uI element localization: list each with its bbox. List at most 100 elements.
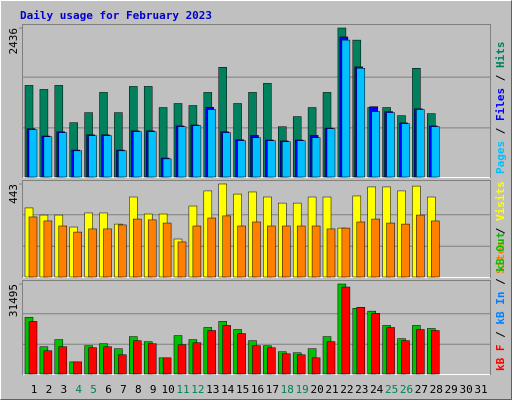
bar — [252, 345, 261, 375]
legend-entry: Visits — [494, 181, 507, 221]
legend-entry: kB Out — [494, 232, 507, 272]
bar — [43, 220, 53, 278]
bar — [282, 225, 291, 278]
legend-separator: / — [494, 221, 507, 241]
bar — [371, 111, 380, 178]
x-tick-label: 30 — [459, 383, 472, 396]
y-tick-label: 443 — [7, 184, 20, 204]
bar — [296, 354, 306, 375]
bar — [147, 131, 157, 178]
x-tick-label: 16 — [251, 383, 264, 396]
bar — [133, 218, 142, 278]
bar — [341, 286, 351, 375]
bar — [356, 67, 366, 178]
x-tick-label: 26 — [400, 383, 413, 396]
bar — [341, 227, 351, 278]
bar — [416, 214, 425, 278]
x-tick-label: 29 — [445, 383, 458, 396]
bar — [192, 125, 202, 178]
bar — [43, 136, 53, 178]
bar — [207, 217, 217, 278]
x-tick-label: 22 — [340, 383, 353, 396]
bar — [401, 123, 410, 178]
x-tick-label: 11 — [176, 383, 189, 396]
bar — [192, 342, 202, 375]
x-tick-label: 23 — [355, 383, 368, 396]
bar — [401, 340, 410, 375]
bar — [28, 216, 38, 278]
x-tick-label: 15 — [236, 383, 249, 396]
bar — [296, 225, 306, 278]
x-tick-label: 8 — [135, 383, 142, 396]
bar — [222, 132, 231, 178]
bar — [207, 109, 217, 178]
x-tick-label: 24 — [370, 383, 384, 396]
bar — [118, 150, 127, 178]
x-tick-label: 18 — [281, 383, 294, 396]
bar — [162, 222, 172, 278]
bar — [222, 215, 231, 278]
x-tick-label: 19 — [296, 383, 309, 396]
legend-separator: / — [494, 121, 507, 141]
bar — [326, 128, 336, 178]
x-tick-label: 25 — [385, 383, 398, 396]
bar — [401, 223, 410, 278]
bar — [386, 112, 395, 178]
legend: Pages / Files / Hits — [494, 42, 507, 175]
x-tick-label: 28 — [430, 383, 443, 396]
bar — [326, 228, 336, 278]
bar — [371, 313, 380, 375]
bar — [88, 347, 97, 375]
bar — [162, 158, 172, 178]
bar — [296, 140, 306, 178]
bar — [431, 126, 440, 178]
bar — [311, 357, 321, 375]
bar — [326, 341, 336, 375]
bar — [282, 141, 291, 178]
y-tick-label: 2436 — [7, 28, 20, 55]
x-tick-label: 27 — [415, 383, 428, 396]
legend-entry: Sites — [494, 241, 507, 274]
bar — [133, 340, 142, 375]
x-tick-label: 1 — [31, 383, 38, 396]
x-tick-label: 14 — [221, 383, 235, 396]
legend-separator: / — [494, 325, 507, 345]
bar — [147, 343, 157, 375]
bar — [386, 327, 395, 375]
bar — [177, 241, 187, 278]
x-tick-label: 13 — [206, 383, 219, 396]
bar — [118, 224, 127, 278]
x-tick-label: 7 — [120, 383, 127, 396]
bar — [386, 222, 395, 278]
x-tick-label: 2 — [46, 383, 53, 396]
legend: kB F / kB In / kB Out — [494, 232, 507, 371]
bar — [341, 39, 351, 178]
x-tick-label: 4 — [75, 383, 82, 396]
bar — [118, 354, 127, 375]
bar — [103, 135, 112, 178]
bar — [237, 225, 246, 278]
bar — [282, 353, 291, 375]
legend-entry: Files — [494, 88, 507, 121]
bar — [311, 225, 321, 278]
bar — [58, 225, 68, 278]
bar — [207, 330, 217, 375]
bar — [192, 225, 202, 278]
x-tick-label: 31 — [474, 383, 487, 396]
x-tick-label: 21 — [325, 383, 338, 396]
bar — [103, 346, 112, 375]
x-tick-label: 5 — [90, 383, 97, 396]
x-tick-label: 3 — [60, 383, 67, 396]
y-tick-label: 31495 — [7, 284, 20, 317]
bar — [371, 218, 380, 278]
x-tick-label: 12 — [191, 383, 204, 396]
bar — [73, 231, 82, 278]
bar — [267, 225, 276, 278]
bar — [431, 330, 440, 375]
bar — [237, 333, 246, 375]
bar — [88, 135, 97, 178]
bar — [311, 137, 321, 178]
bar — [162, 357, 172, 375]
bar — [133, 131, 142, 178]
